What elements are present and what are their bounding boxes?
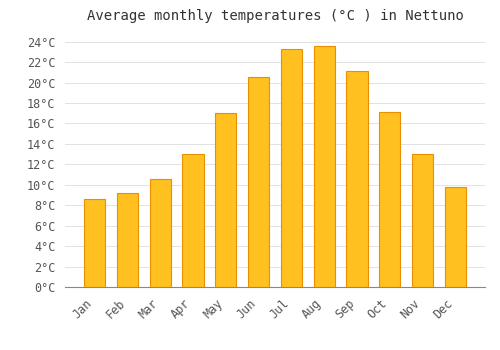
Bar xyxy=(280,49,302,287)
Bar xyxy=(84,199,106,287)
Title: Average monthly temperatures (°C ) in Nettuno: Average monthly temperatures (°C ) in Ne… xyxy=(86,9,464,23)
Bar xyxy=(314,46,335,287)
Bar xyxy=(117,193,138,287)
Bar xyxy=(150,178,171,287)
Bar xyxy=(182,154,204,287)
Bar xyxy=(248,77,270,287)
Bar xyxy=(346,71,368,287)
Bar xyxy=(444,187,466,287)
Bar xyxy=(412,154,433,287)
Bar xyxy=(379,112,400,287)
Bar xyxy=(215,113,236,287)
